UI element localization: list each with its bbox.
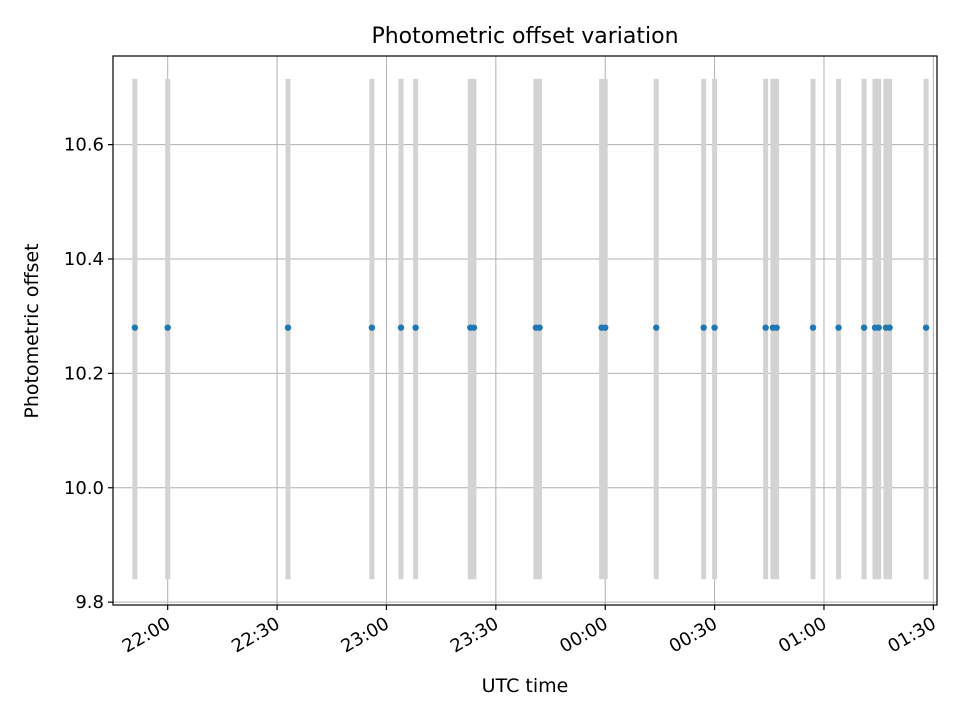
data-point [368,324,376,331]
y-tick-label: 10.2 [64,363,104,384]
y-tick-label: 10.0 [64,478,104,499]
y-axis-label: Photometric offset [21,243,43,418]
data-point [397,324,405,331]
data-point [700,324,707,331]
data-point [536,324,543,331]
data-point [875,324,882,331]
data-point [835,324,842,331]
data-point [762,324,769,331]
data-point [412,324,419,331]
data-point [653,324,660,331]
data-point [470,324,478,331]
data-point [284,324,292,331]
data-point [711,324,718,331]
plot-frame [112,55,938,606]
data-point [602,324,609,331]
data-point [886,324,893,331]
data-point [860,324,868,331]
data-point [131,324,139,331]
data-point [922,324,930,331]
data-point [773,324,780,331]
x-axis-label: UTC time [482,675,569,697]
data-point [809,324,817,331]
data-point [164,324,171,331]
y-tick-label: 10.6 [64,135,104,156]
chart-title: Photometric offset variation [371,24,678,49]
y-tick-label: 9.8 [75,592,104,613]
y-tick-label: 10.4 [64,249,104,270]
